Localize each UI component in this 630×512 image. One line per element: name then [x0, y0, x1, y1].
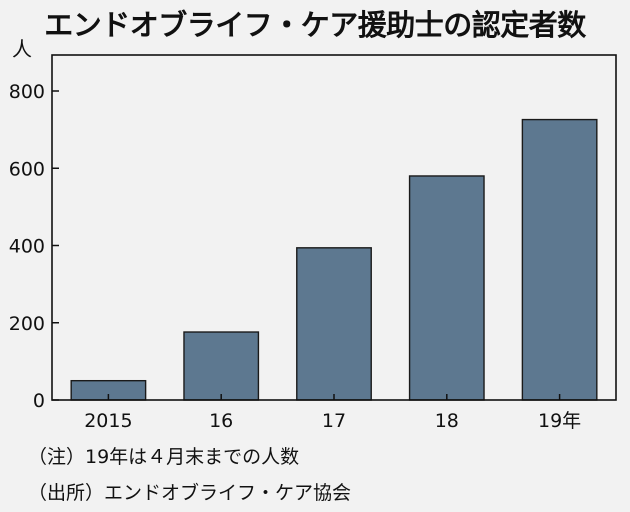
y-tick-label-800: 800	[9, 81, 45, 103]
x-tick-label-19年: 19年	[538, 410, 581, 432]
x-tick-label-16: 16	[209, 410, 233, 432]
y-tick-label-400: 400	[9, 236, 45, 258]
x-tick-label-18: 18	[435, 410, 459, 432]
chart-title: エンドオブライフ・ケア援助士の認定者数	[44, 8, 586, 42]
x-tick-label-17: 17	[322, 410, 346, 432]
bar-19年	[521, 118, 598, 401]
bar-17	[296, 247, 372, 401]
footnote-source: （出所）エンドオブライフ・ケア協会	[28, 482, 352, 504]
y-tick-label-200: 200	[9, 313, 45, 335]
bar-16	[183, 331, 260, 401]
y-tick-label-0: 0	[33, 390, 45, 412]
y-tick-label-600: 600	[9, 158, 45, 180]
plot-frame	[51, 54, 617, 401]
bar-18	[408, 175, 485, 401]
y-axis-label: 人	[12, 37, 32, 61]
x-tick-label-2015: 2015	[84, 410, 132, 432]
footnote-note: （注）19年は４月末までの人数	[28, 446, 300, 468]
